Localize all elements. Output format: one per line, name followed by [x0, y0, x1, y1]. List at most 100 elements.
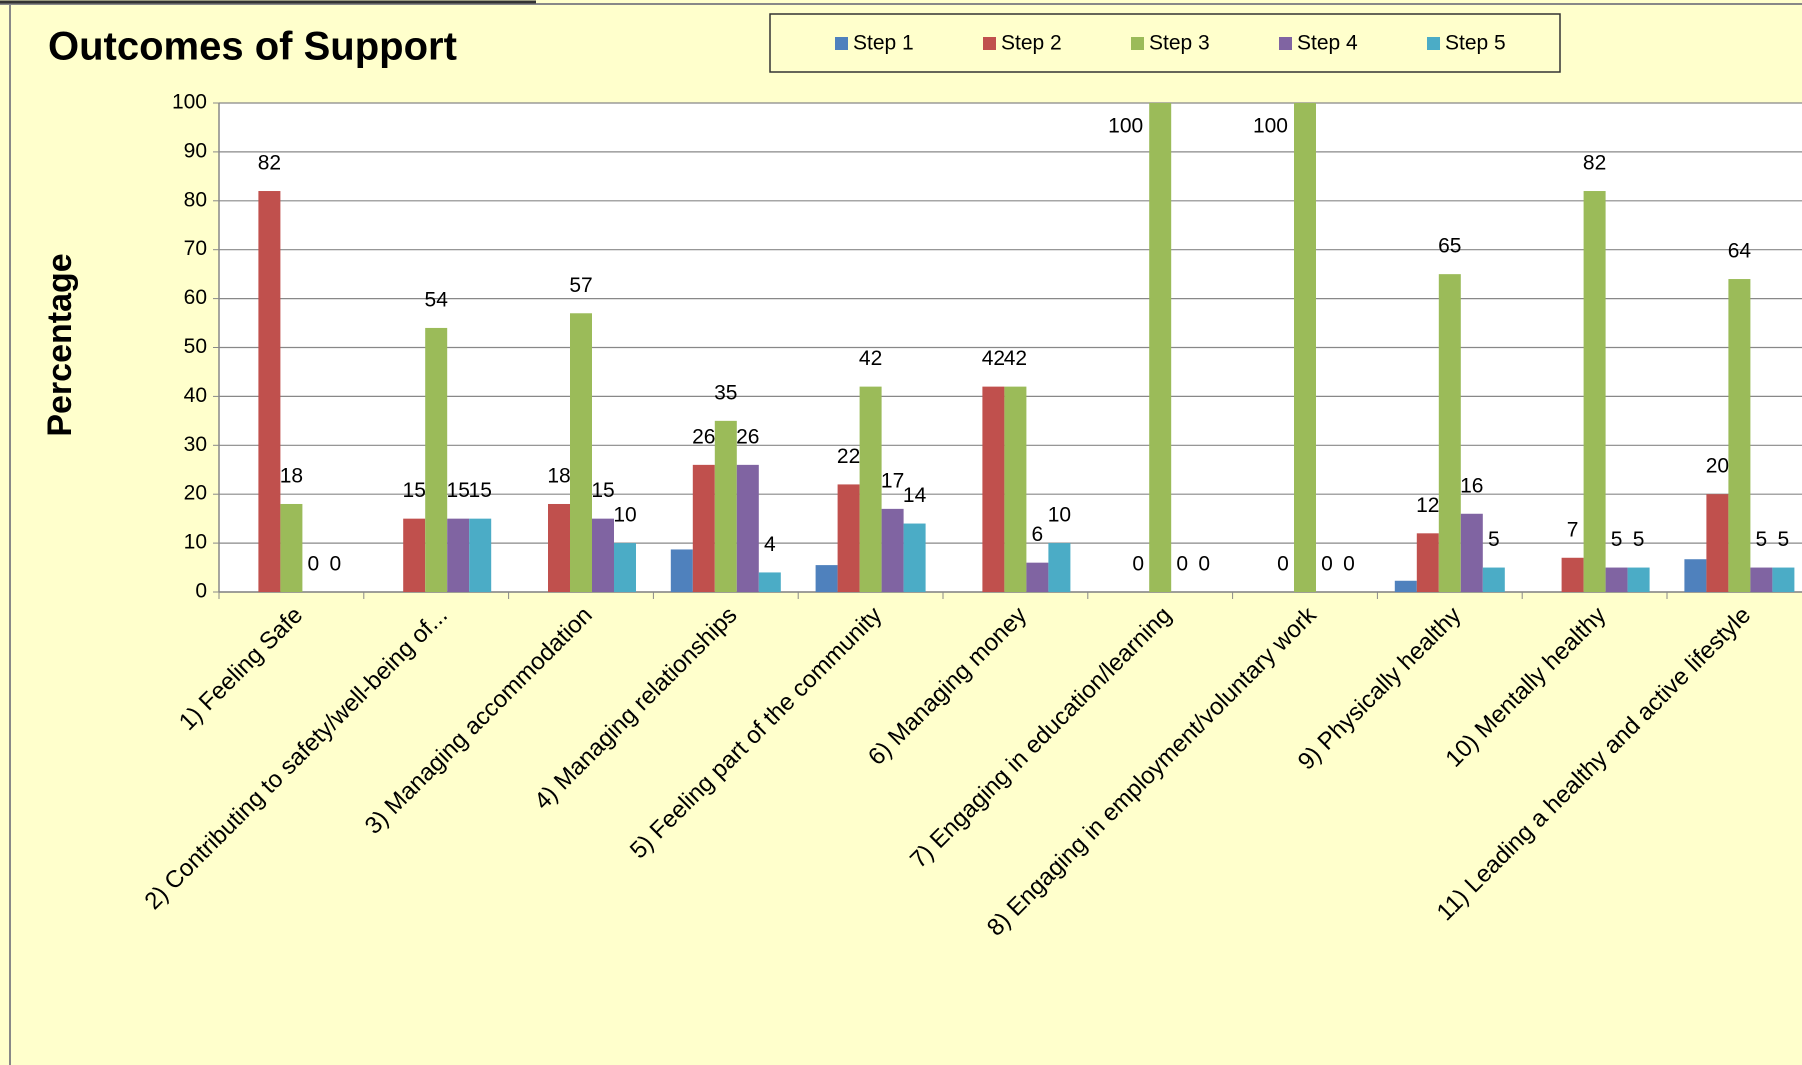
data-label: 54 — [425, 288, 449, 311]
data-label: 100 — [1108, 115, 1143, 138]
data-label: 57 — [569, 274, 592, 297]
y-tick-label: 20 — [184, 482, 207, 505]
bar — [1294, 103, 1316, 592]
y-tick-label: 70 — [184, 237, 207, 260]
data-label: 100 — [1253, 115, 1288, 138]
data-label: 12 — [1416, 494, 1439, 517]
bar — [1750, 567, 1773, 592]
bar — [758, 572, 781, 592]
data-label: 0 — [1176, 553, 1188, 576]
y-tick-label: 10 — [184, 531, 207, 554]
data-label: 6 — [1032, 523, 1044, 546]
bar — [614, 543, 636, 592]
legend-label: Step 4 — [1297, 32, 1358, 55]
data-label: 5 — [1756, 528, 1768, 551]
data-label: 15 — [591, 479, 614, 502]
bar — [1460, 513, 1483, 592]
data-label: 0 — [1343, 553, 1355, 576]
legend-swatch — [1279, 37, 1292, 50]
bar — [447, 518, 470, 592]
y-tick-label: 50 — [184, 335, 207, 358]
data-label: 20 — [1706, 455, 1729, 478]
bar — [736, 464, 759, 592]
y-tick-label: 90 — [184, 139, 207, 162]
bar — [1394, 580, 1417, 592]
data-label: 15 — [447, 479, 470, 502]
bar — [280, 503, 303, 592]
data-label: 15 — [403, 479, 426, 502]
legend-label: Step 3 — [1149, 32, 1210, 55]
bar — [1149, 103, 1172, 592]
bar — [815, 565, 838, 592]
bar — [1605, 567, 1628, 592]
legend-swatch — [1427, 37, 1440, 50]
data-label: 18 — [280, 465, 303, 488]
bar — [692, 464, 715, 592]
data-label: 0 — [1277, 553, 1289, 576]
data-label: 10 — [613, 504, 636, 527]
bar — [982, 386, 1005, 592]
bar — [1583, 191, 1606, 592]
data-label: 10 — [1048, 504, 1071, 527]
bar — [1728, 279, 1751, 592]
bar — [837, 484, 860, 592]
data-label: 5 — [1633, 528, 1645, 551]
data-label: 5 — [1488, 528, 1500, 551]
data-label: 42 — [1004, 347, 1027, 370]
data-label: 22 — [837, 445, 860, 468]
bar — [903, 523, 926, 592]
bar — [425, 327, 448, 592]
bar — [859, 386, 882, 592]
data-label: 5 — [1611, 528, 1623, 551]
data-label: 17 — [881, 469, 904, 492]
data-label: 64 — [1728, 240, 1752, 263]
bar — [1026, 562, 1049, 592]
data-label: 35 — [714, 381, 737, 404]
data-label: 42 — [982, 347, 1005, 370]
data-label: 82 — [1583, 152, 1606, 175]
y-tick-label: 80 — [184, 188, 207, 211]
data-label: 4 — [764, 533, 776, 556]
data-label: 15 — [469, 479, 492, 502]
bar — [592, 518, 614, 592]
bar — [1706, 494, 1729, 592]
bar — [670, 549, 693, 592]
bar — [881, 508, 904, 592]
data-label: 0 — [308, 553, 320, 576]
bar — [1627, 567, 1650, 592]
chart-title: Outcomes of Support — [48, 25, 457, 69]
bar — [1561, 557, 1584, 592]
data-label: 7 — [1567, 518, 1579, 541]
data-label: 82 — [258, 152, 281, 175]
bar — [1438, 274, 1461, 592]
bar — [548, 503, 570, 592]
y-axis-label: Percentage — [41, 253, 79, 436]
data-label: 26 — [692, 425, 715, 448]
data-label: 0 — [1321, 553, 1333, 576]
legend-swatch — [1131, 37, 1144, 50]
data-label: 0 — [1132, 553, 1144, 576]
data-label: 16 — [1460, 474, 1483, 497]
y-tick-label: 40 — [184, 384, 207, 407]
bar — [714, 420, 737, 592]
legend-label: Step 2 — [1001, 32, 1062, 55]
legend-label: Step 5 — [1445, 32, 1506, 55]
legend-swatch — [835, 37, 848, 50]
bar — [1004, 386, 1027, 592]
bar — [1416, 533, 1439, 592]
data-label: 26 — [736, 425, 759, 448]
data-label: 18 — [547, 465, 570, 488]
data-label: 14 — [903, 484, 927, 507]
bar — [1482, 567, 1505, 592]
bar — [469, 518, 492, 592]
bar — [1048, 543, 1071, 592]
y-tick-label: 30 — [184, 433, 207, 456]
y-tick-label: 0 — [195, 580, 207, 603]
bar — [570, 313, 592, 592]
data-label: 0 — [1198, 553, 1210, 576]
y-tick-label: 60 — [184, 286, 207, 309]
bar — [1684, 559, 1707, 592]
bar — [1772, 567, 1795, 592]
